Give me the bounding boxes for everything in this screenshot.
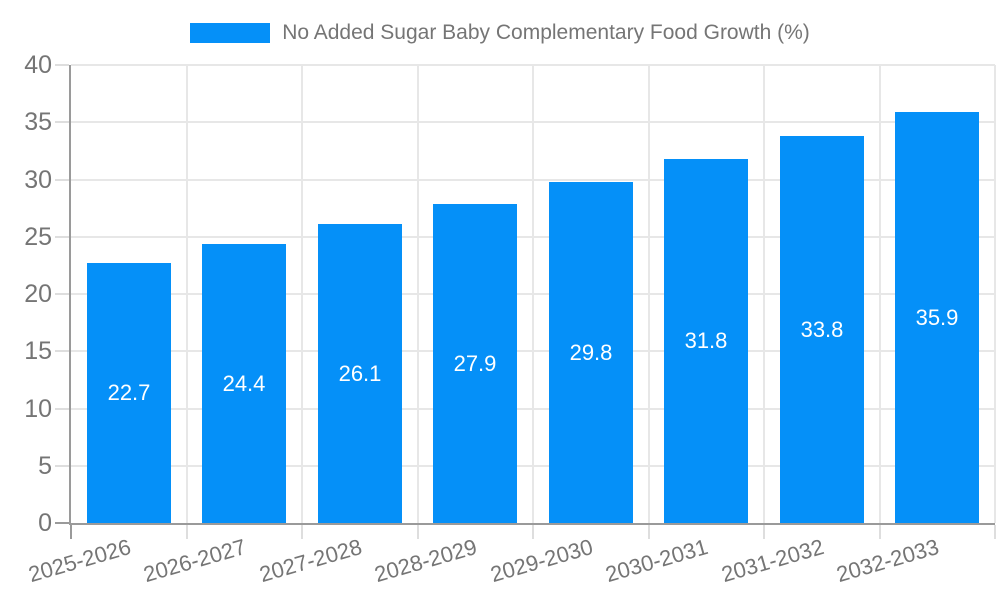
- y-tick-label: 10: [24, 394, 52, 423]
- bar[interactable]: 35.9: [895, 112, 979, 523]
- bar-value-label: 29.8: [569, 339, 613, 365]
- bar-value-label: 35.9: [915, 304, 959, 330]
- x-axis-tick: [185, 525, 188, 539]
- y-axis-tick: [55, 178, 69, 181]
- bar-value-label: 26.1: [338, 360, 382, 386]
- y-tick-label: 5: [38, 451, 52, 480]
- gridline-vertical: [878, 65, 881, 523]
- bar[interactable]: 29.8: [549, 182, 633, 523]
- y-axis-tick: [55, 350, 69, 353]
- bar[interactable]: 22.7: [87, 263, 171, 523]
- x-axis-tick: [416, 525, 419, 539]
- y-axis-tick: [55, 407, 69, 410]
- gridline-vertical: [994, 65, 996, 523]
- bar[interactable]: 24.4: [202, 244, 286, 523]
- y-axis-tick: [55, 522, 69, 524]
- gridline-vertical: [416, 65, 419, 523]
- bar[interactable]: 33.8: [780, 136, 864, 523]
- bar[interactable]: 31.8: [664, 159, 748, 523]
- legend[interactable]: No Added Sugar Baby Complementary Food G…: [0, 20, 1000, 46]
- x-axis-tick: [532, 525, 534, 539]
- y-tick-label: 20: [24, 280, 52, 308]
- x-axis-tick: [301, 525, 303, 539]
- gridline-vertical: [647, 65, 650, 523]
- bar-value-label: 33.8: [800, 316, 844, 342]
- y-axis-tick: [55, 235, 69, 238]
- y-axis-tick: [55, 464, 69, 467]
- y-axis-tick: [55, 293, 69, 295]
- bar[interactable]: 26.1: [318, 224, 402, 523]
- x-axis-tick: [647, 525, 650, 539]
- plot-area: 22.7 24.4 26.1 27.9 29.8 31.8 33.8 35.9: [55, 64, 996, 539]
- bar-value-label: 22.7: [107, 380, 151, 405]
- bar-value-label: 31.8: [684, 328, 728, 353]
- gridline-vertical: [185, 65, 188, 523]
- bar[interactable]: 27.9: [433, 204, 517, 523]
- bar-value-label: 27.9: [453, 350, 497, 376]
- gridline-vertical: [532, 65, 534, 523]
- y-axis-tick: [55, 121, 69, 124]
- x-axis-tick: [70, 525, 72, 539]
- y-tick-label: 30: [24, 165, 52, 194]
- y-axis-tick: [55, 64, 69, 66]
- gridline-vertical: [301, 65, 303, 523]
- legend-swatch: [190, 23, 271, 43]
- y-tick-label: 25: [24, 222, 52, 251]
- gridline-vertical: [763, 65, 765, 523]
- bar-value-label: 24.4: [222, 370, 266, 396]
- y-tick-label: 35: [24, 108, 52, 137]
- y-tick-label: 0: [38, 509, 52, 537]
- y-tick-label: 15: [24, 337, 52, 366]
- x-axis-tick: [878, 525, 881, 539]
- x-axis-tick: [763, 525, 765, 539]
- y-tick-label: 40: [24, 51, 52, 79]
- legend-label: No Added Sugar Baby Complementary Food G…: [282, 21, 810, 44]
- x-axis-tick: [994, 525, 996, 539]
